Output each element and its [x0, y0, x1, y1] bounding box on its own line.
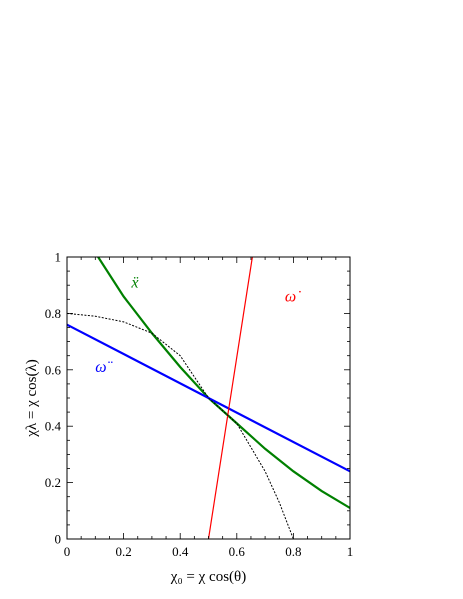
y-tick-label: 0.2 — [45, 475, 61, 490]
series-label: ω̈ — [95, 359, 112, 376]
y-tick-label: 0.6 — [45, 362, 62, 377]
x-axis-title: χ₀ = χ cos(θ) — [170, 569, 246, 585]
series-labels: ẍ ω̈ ω̇ — [95, 274, 301, 376]
series-line-3 — [67, 312, 294, 539]
series-label: ẍ — [130, 274, 139, 291]
x-tick-label: 0.6 — [229, 544, 246, 559]
y-tick-label: 0.8 — [45, 306, 61, 321]
y-axis-title: χλ = χ cos(λ) — [24, 359, 40, 438]
plot-lines — [67, 257, 350, 539]
series-line-2 — [207, 257, 253, 539]
x-tick-label: 0.4 — [172, 544, 189, 559]
ticks: 0 0.2 0.4 0.6 0.8 1 0 0.2 0.4 0.6 0.8 1 — [45, 250, 354, 560]
series-line-1 — [67, 323, 350, 473]
x-tick-label: 1 — [347, 544, 354, 559]
series-line-0 — [97, 257, 350, 509]
x-tick-label: 0.2 — [115, 544, 131, 559]
series-label: ω̇ — [285, 288, 301, 305]
y-tick-label: 0 — [55, 532, 62, 547]
x-tick-label: 0.8 — [285, 544, 301, 559]
x-tick-label: 0 — [64, 544, 71, 559]
y-tick-label: 1 — [55, 250, 62, 265]
y-tick-label: 0.4 — [45, 419, 62, 434]
